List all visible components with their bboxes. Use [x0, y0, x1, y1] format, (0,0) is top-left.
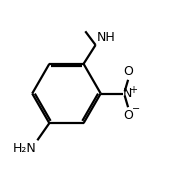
Text: −: − — [132, 104, 140, 114]
Text: H₂N: H₂N — [13, 142, 37, 155]
Text: NH: NH — [96, 31, 115, 44]
Text: N: N — [123, 87, 132, 100]
Text: O: O — [123, 109, 133, 122]
Text: O: O — [123, 65, 133, 78]
Text: +: + — [129, 85, 137, 95]
